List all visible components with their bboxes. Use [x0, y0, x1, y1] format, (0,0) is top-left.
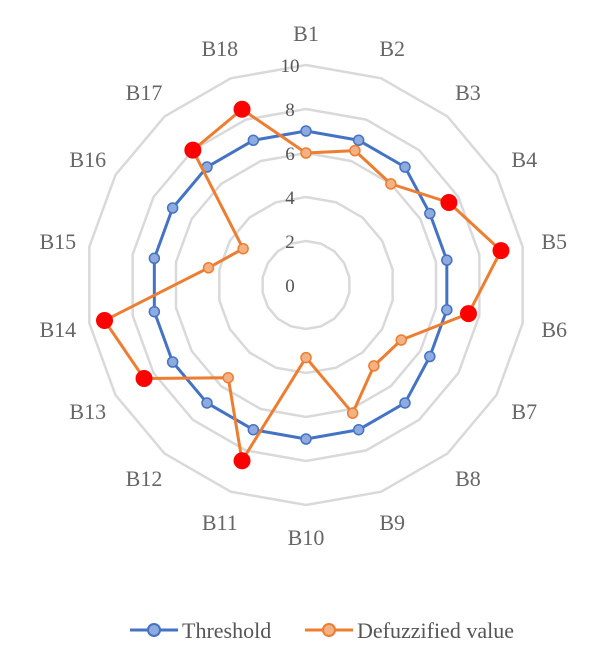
- point-1-b12: [222, 371, 234, 384]
- legend-label-defuzzified: Defuzzified value: [357, 618, 514, 643]
- point-0-b1: [300, 125, 312, 137]
- point-0-b8: [399, 397, 411, 409]
- point-0-b16: [166, 202, 179, 214]
- point-highlight-b18: [233, 100, 251, 118]
- series-0: [148, 125, 453, 445]
- point-0-b2: [352, 134, 365, 147]
- point-0-b7: [424, 350, 436, 363]
- category-label-b2: B2: [379, 36, 405, 61]
- grid-ring-10: [88, 63, 524, 507]
- tick-label-4: 4: [285, 188, 295, 209]
- point-1-b7: [395, 334, 408, 346]
- category-label-b9: B9: [379, 510, 405, 535]
- legend-item-threshold: Threshold: [130, 618, 271, 643]
- point-1-b8: [368, 360, 380, 372]
- point-0-b5: [441, 254, 453, 266]
- category-label-b14: B14: [39, 317, 76, 342]
- grid-ring-4: [218, 195, 394, 375]
- point-1-b2: [349, 144, 361, 157]
- point-1-b10: [300, 351, 312, 364]
- point-highlight-b11: [233, 452, 251, 470]
- radar-grid: [88, 63, 524, 507]
- series-1: [96, 100, 510, 470]
- category-label-b17: B17: [126, 80, 163, 105]
- category-label-b12: B12: [126, 466, 163, 491]
- point-0-b11: [247, 423, 260, 436]
- legend-marker-threshold: [147, 623, 161, 637]
- category-label-b8: B8: [455, 466, 481, 491]
- tick-label-10: 10: [281, 56, 300, 77]
- category-label-b18: B18: [201, 36, 238, 61]
- category-label-b13: B13: [69, 399, 106, 424]
- point-highlight-b5: [492, 242, 510, 260]
- point-1-b16: [237, 242, 249, 255]
- tick-label-8: 8: [285, 100, 295, 121]
- series-line-0: [152, 129, 449, 441]
- point-highlight-b6: [459, 305, 477, 323]
- category-label-b6: B6: [541, 317, 567, 342]
- point-highlight-b4: [440, 194, 458, 211]
- point-0-b15: [148, 252, 161, 265]
- point-1-b3: [385, 178, 397, 190]
- category-label-b5: B5: [541, 229, 567, 254]
- point-highlight-b14: [96, 312, 114, 330]
- point-0-b18: [247, 134, 260, 147]
- radial-tick-labels: 0 2 4 6 8 10: [281, 56, 300, 297]
- point-1-b1: [300, 147, 312, 159]
- legend-marker-defuzzified: [322, 623, 336, 637]
- grid-ring-8: [131, 107, 481, 463]
- point-0-b14: [148, 305, 161, 318]
- legend-item-defuzzified: Defuzzified value: [305, 618, 514, 643]
- point-0-b10: [300, 433, 312, 445]
- tick-label-0: 0: [285, 276, 295, 297]
- series-lines: [96, 100, 510, 470]
- point-0-b12: [201, 397, 213, 409]
- point-1-b15: [202, 262, 215, 274]
- category-label-b11: B11: [202, 510, 238, 535]
- point-highlight-b17: [184, 141, 202, 159]
- series-line-1: [103, 107, 503, 463]
- tick-label-6: 6: [285, 144, 295, 165]
- point-0-b3: [399, 161, 411, 173]
- category-label-b7: B7: [511, 399, 537, 424]
- grid-ring-6: [174, 151, 438, 419]
- category-label-b10: B10: [288, 525, 325, 550]
- category-label-b16: B16: [69, 147, 106, 172]
- point-0-b9: [352, 423, 365, 436]
- point-0-b4: [424, 207, 436, 220]
- category-label-b15: B15: [39, 229, 76, 254]
- point-0-b13: [166, 356, 179, 368]
- tick-label-2: 2: [285, 232, 295, 253]
- point-1-b9: [346, 407, 359, 419]
- category-label-b1: B1: [293, 21, 319, 46]
- legend-label-threshold: Threshold: [182, 618, 271, 643]
- category-label-b4: B4: [511, 147, 537, 172]
- category-label-b3: B3: [455, 80, 481, 105]
- legend: Threshold Defuzzified value: [130, 618, 514, 643]
- point-0-b6: [441, 304, 453, 316]
- point-highlight-b13: [135, 370, 153, 387]
- category-labels: B1 B2 B3 B4 B5 B6 B7 B8 B9 B10 B11 B12 B13 B14 B15 B16 B…: [39, 21, 567, 550]
- grid-ring-2: [261, 239, 351, 331]
